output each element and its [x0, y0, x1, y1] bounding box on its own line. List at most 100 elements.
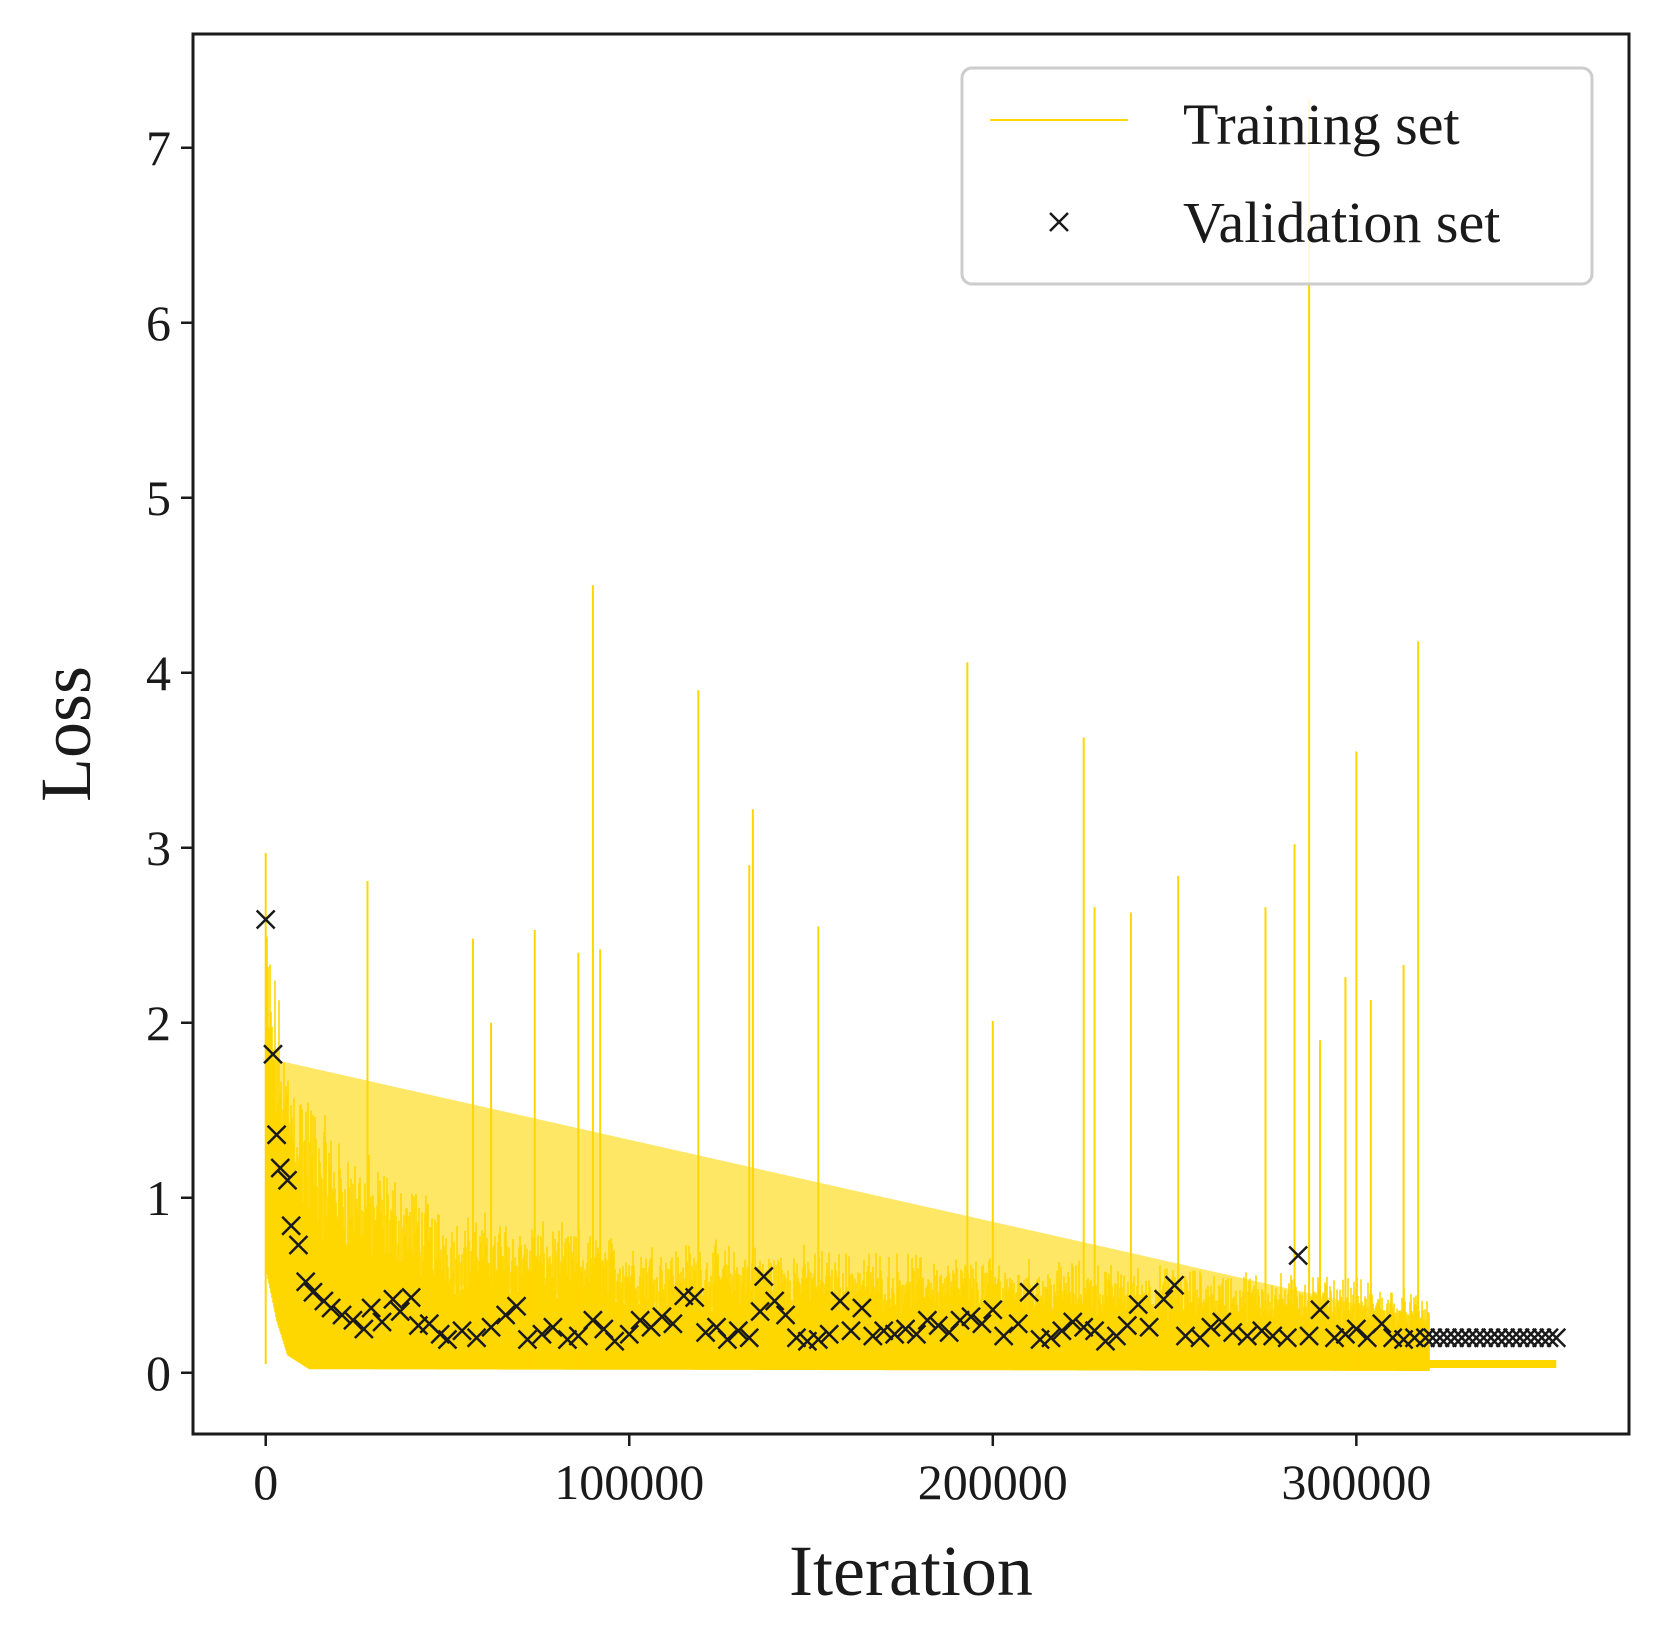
validation-point [1019, 1282, 1040, 1303]
validation-point [1062, 1312, 1083, 1332]
x-tick-label: 200000 [918, 1454, 1068, 1510]
axes-frame [191, 32, 1631, 1436]
validation-point [437, 1329, 458, 1350]
validation-point [1430, 1327, 1450, 1348]
validation-point [1222, 1322, 1243, 1343]
validation-point [390, 1301, 411, 1322]
validation-point [557, 1329, 578, 1350]
validation-point [728, 1320, 749, 1341]
validation-point [401, 1287, 422, 1308]
validation-point [852, 1298, 872, 1318]
validation-point [1371, 1313, 1392, 1334]
validation-point [1310, 1299, 1330, 1320]
x-tick-label: 100000 [554, 1454, 704, 1510]
validation-point [1117, 1315, 1138, 1336]
validation-point [1459, 1327, 1479, 1348]
validation-point [993, 1326, 1014, 1346]
validation-point [982, 1299, 1003, 1320]
validation-point [466, 1327, 487, 1348]
validation-point [1041, 1327, 1061, 1348]
validation-point [972, 1313, 992, 1334]
y-tick-label: 2 [146, 995, 171, 1051]
validation-point [321, 1298, 342, 1318]
validation-point [481, 1317, 501, 1338]
validation-point [277, 1170, 298, 1191]
validation-point [906, 1324, 927, 1345]
validation-point [841, 1320, 861, 1341]
x-axis-ticks: 0 100000 200000 300000 [253, 1434, 1431, 1510]
validation-point [630, 1310, 651, 1331]
validation-point [619, 1324, 640, 1345]
validation-point [1517, 1327, 1538, 1348]
validation-point [1299, 1326, 1319, 1346]
validation-point [255, 909, 276, 930]
validation-point [1335, 1324, 1356, 1345]
validation-point [895, 1319, 916, 1339]
validation-point [270, 1158, 291, 1178]
validation-point [1051, 1320, 1072, 1341]
validation-point [808, 1329, 829, 1350]
validation-point [1488, 1327, 1509, 1348]
validation-point [1073, 1317, 1094, 1338]
validation-point [1495, 1327, 1516, 1348]
validation-point [862, 1326, 883, 1346]
validation-point [1437, 1327, 1458, 1348]
training-series [264, 98, 1557, 1371]
validation-series [255, 909, 1567, 1352]
validation-point [884, 1324, 905, 1345]
validation-point [332, 1305, 352, 1325]
validation-point [543, 1317, 563, 1338]
validation-point [343, 1310, 363, 1331]
validation-point [950, 1310, 970, 1331]
validation-point [1444, 1327, 1465, 1348]
validation-point [786, 1327, 807, 1348]
validation-point [1480, 1327, 1501, 1348]
validation-point [452, 1320, 472, 1341]
validation-point [1546, 1327, 1567, 1348]
y-tick-label: 7 [146, 120, 171, 176]
validation-point [361, 1298, 382, 1318]
validation-point [1128, 1294, 1149, 1315]
validation-point [1139, 1317, 1160, 1338]
validation-point [372, 1312, 392, 1332]
validation-point [928, 1315, 949, 1336]
validation-point [1466, 1327, 1487, 1348]
legend-box [960, 66, 1594, 286]
legend-validation-label: Validation set [1183, 190, 1500, 255]
validation-point [495, 1305, 516, 1325]
validation-point [353, 1319, 374, 1339]
validation-point [1324, 1327, 1345, 1348]
validation-point [1095, 1331, 1116, 1352]
validation-point [753, 1266, 774, 1287]
y-tick-label: 6 [146, 295, 171, 351]
validation-point [830, 1291, 850, 1311]
y-axis-ticks: 0 1 2 3 4 5 6 7 [146, 120, 193, 1401]
validation-point [1531, 1327, 1552, 1348]
validation-point [568, 1326, 589, 1346]
x-tick-label: 300000 [1281, 1454, 1431, 1510]
validation-point [532, 1324, 552, 1345]
validation-point [383, 1289, 403, 1310]
validation-point [1251, 1320, 1272, 1341]
validation-point [263, 1044, 283, 1065]
validation-point [517, 1329, 538, 1350]
validation-point [1524, 1327, 1545, 1348]
y-tick-label: 3 [146, 820, 171, 876]
validation-point [1539, 1327, 1559, 1348]
validation-point [739, 1327, 760, 1348]
validation-point [961, 1306, 981, 1327]
validation-point [1164, 1275, 1185, 1296]
validation-point [775, 1305, 796, 1325]
validation-point [1153, 1289, 1174, 1310]
legend: Training set Validation set [960, 66, 1594, 286]
validation-point [1502, 1327, 1523, 1348]
x-tick-label: 0 [253, 1454, 278, 1510]
validation-point [1008, 1313, 1029, 1334]
validation-point [717, 1329, 738, 1350]
legend-validation-marker [1049, 212, 1069, 232]
validation-point [764, 1291, 785, 1311]
validation-point [1422, 1327, 1443, 1348]
validation-point [281, 1215, 302, 1236]
y-tick-label: 4 [146, 645, 171, 701]
validation-point [583, 1310, 603, 1331]
